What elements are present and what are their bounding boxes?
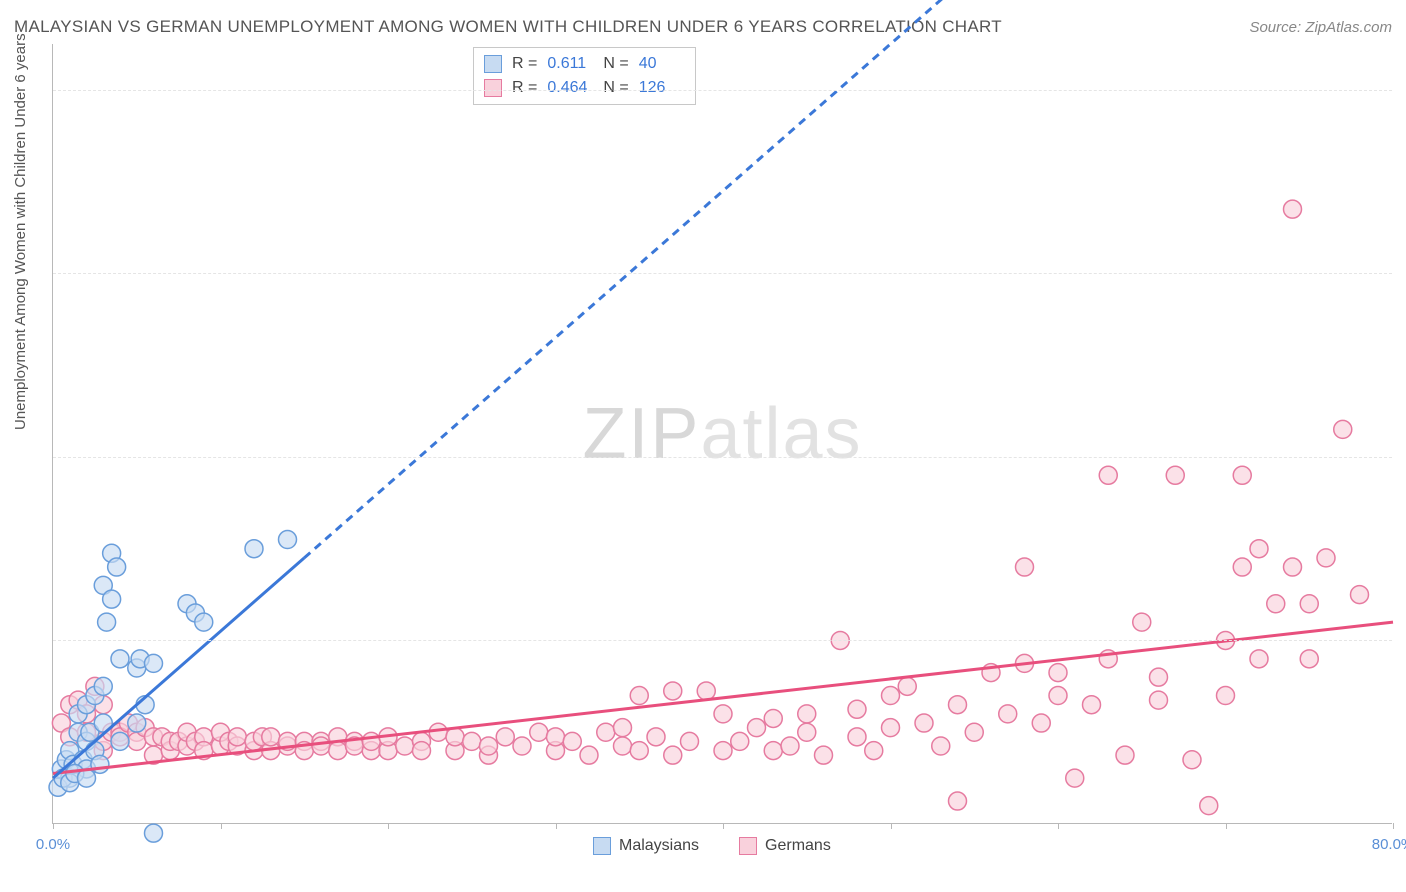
- stats-row-germans: R = 0.464 N = 126: [484, 76, 685, 100]
- bottom-legend: Malaysians Germans: [593, 837, 831, 855]
- x-tick: [1058, 823, 1059, 829]
- gridline: [53, 273, 1392, 274]
- source-text: Source: ZipAtlas.com: [1249, 19, 1392, 36]
- legend-item-malaysians: Malaysians: [593, 837, 699, 855]
- gridline: [53, 90, 1392, 91]
- y-tick-label: 40.0%: [1397, 448, 1406, 465]
- x-tick-label: 0.0%: [36, 836, 70, 853]
- x-tick: [1393, 823, 1394, 829]
- n-label: N =: [603, 76, 628, 100]
- x-tick: [221, 823, 222, 829]
- stats-box: R = 0.611 N = 40 R = 0.464 N = 126: [473, 47, 696, 105]
- gridline: [53, 640, 1392, 641]
- r-value-malaysians: 0.611: [547, 52, 593, 76]
- scatter-plot: [53, 44, 1393, 824]
- x-tick-label: 80.0%: [1372, 836, 1406, 853]
- y-axis-label: Unemployment Among Women with Children U…: [12, 33, 29, 430]
- x-tick: [388, 823, 389, 829]
- x-tick: [53, 823, 54, 829]
- swatch-malaysians: [484, 55, 502, 73]
- legend-label-germans: Germans: [765, 837, 831, 855]
- x-tick: [891, 823, 892, 829]
- swatch-malaysians-icon: [593, 837, 611, 855]
- x-tick: [556, 823, 557, 829]
- swatch-germans: [484, 79, 502, 97]
- x-tick: [723, 823, 724, 829]
- legend-item-germans: Germans: [739, 837, 831, 855]
- chart-area: ZIPatlas R = 0.611 N = 40 R = 0.464 N = …: [52, 44, 1392, 824]
- r-label: R =: [512, 76, 537, 100]
- y-tick-label: 20.0%: [1397, 632, 1406, 649]
- n-label: N =: [603, 52, 628, 76]
- n-value-malaysians: 40: [639, 52, 685, 76]
- legend-label-malaysians: Malaysians: [619, 837, 699, 855]
- y-tick-label: 80.0%: [1397, 81, 1406, 98]
- gridline: [53, 457, 1392, 458]
- chart-title: MALAYSIAN VS GERMAN UNEMPLOYMENT AMONG W…: [14, 17, 1002, 37]
- y-tick-label: 60.0%: [1397, 265, 1406, 282]
- stats-row-malaysians: R = 0.611 N = 40: [484, 52, 685, 76]
- x-tick: [1226, 823, 1227, 829]
- n-value-germans: 126: [639, 76, 685, 100]
- r-value-germans: 0.464: [547, 76, 593, 100]
- swatch-germans-icon: [739, 837, 757, 855]
- r-label: R =: [512, 52, 537, 76]
